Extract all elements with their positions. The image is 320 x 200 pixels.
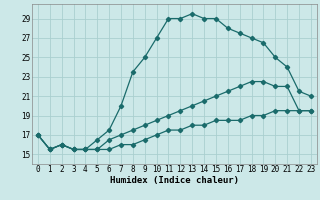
X-axis label: Humidex (Indice chaleur): Humidex (Indice chaleur) [110, 176, 239, 185]
